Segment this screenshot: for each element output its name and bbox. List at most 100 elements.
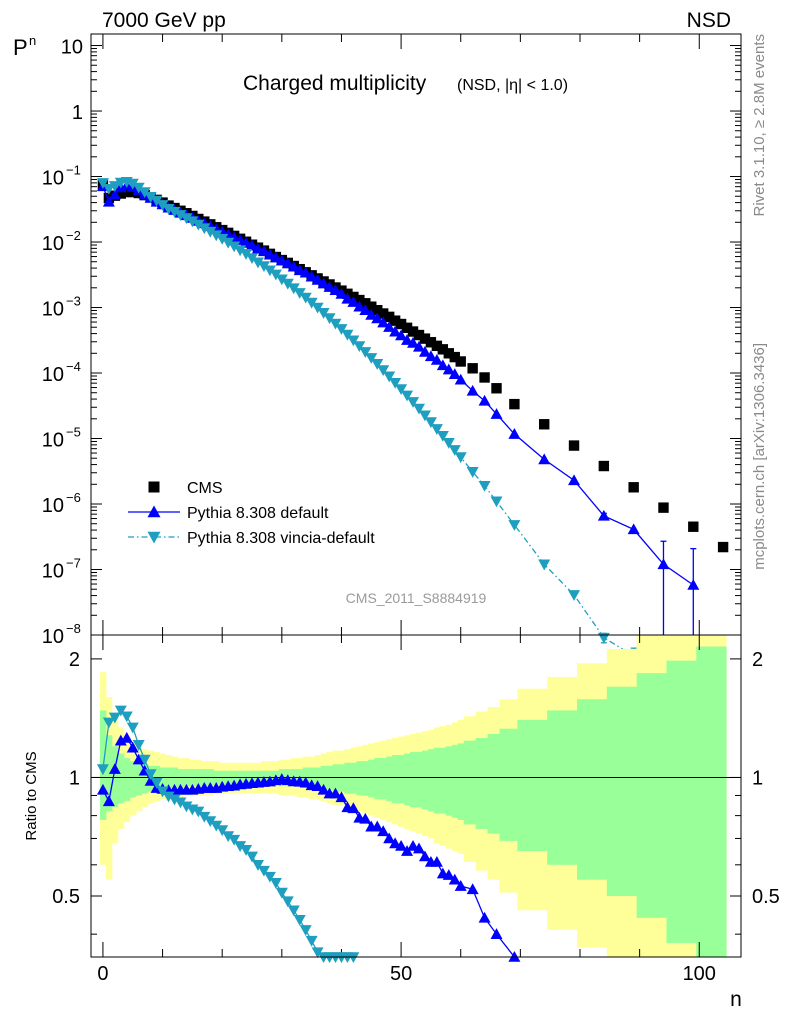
ratio-data-point	[329, 787, 342, 799]
data-point	[657, 558, 670, 570]
uncertainty-band-inner	[666, 660, 697, 943]
data-point	[168, 206, 181, 218]
data-point	[687, 578, 700, 590]
ratio-data-point	[144, 769, 157, 781]
uncertainty-band-inner	[362, 761, 369, 796]
uncertainty-band-inner	[177, 769, 184, 789]
uncertainty-band-inner	[439, 747, 447, 814]
rivet-label: Rivet 3.1.10, ≥ 2.8M events	[751, 34, 768, 217]
uncertainty-band-inner	[547, 710, 578, 865]
data-point	[424, 350, 437, 362]
ratio-y-tick-label-right: 2	[752, 649, 763, 671]
data-point	[412, 340, 425, 352]
ratio-data-point	[454, 880, 467, 891]
data-point	[366, 301, 377, 312]
data-point	[246, 253, 259, 265]
data-point	[568, 590, 581, 601]
ratio-data-point	[418, 850, 431, 862]
data-point	[395, 384, 408, 396]
y-tick-label-exponent: −5	[66, 425, 81, 440]
ratio-data-point	[240, 845, 253, 856]
ratio-data-point	[96, 764, 109, 776]
data-point	[491, 383, 502, 394]
data-point	[102, 183, 115, 195]
data-point	[419, 333, 431, 344]
legend-entry: CMS	[187, 480, 223, 497]
data-point	[180, 213, 193, 225]
data-point	[281, 257, 294, 269]
data-point	[401, 322, 413, 334]
uncertainty-band-inner	[433, 747, 441, 814]
ratio-data-point	[156, 786, 169, 798]
ratio-y-tick-label: 1	[69, 767, 80, 789]
y-tick-label: 10	[42, 561, 64, 583]
y-axis-label: P	[13, 35, 28, 60]
uncertainty-band-inner	[123, 758, 131, 802]
ratio-data-point	[317, 783, 330, 795]
y-tick-label: 10	[42, 299, 64, 321]
ratio-data-point	[198, 811, 211, 823]
y-tick-label: 10	[42, 430, 64, 452]
data-point	[418, 345, 431, 357]
data-point	[437, 344, 449, 355]
data-point	[448, 368, 461, 379]
data-point	[538, 559, 551, 571]
data-point	[108, 188, 121, 200]
y-tick-label: 1	[72, 102, 83, 124]
ratio-data-point	[335, 791, 348, 803]
ratio-data-point	[120, 711, 133, 723]
uncertainty-band-inner	[421, 750, 429, 810]
ratio-data-point	[275, 887, 288, 899]
data-point	[354, 294, 365, 306]
data-point	[240, 249, 253, 260]
x-tick-label: 100	[683, 963, 716, 985]
uncertainty-band-inner	[636, 673, 667, 918]
data-point	[598, 460, 610, 472]
data-point	[431, 340, 443, 352]
ratio-data-point	[287, 905, 300, 917]
header-right: NSD	[687, 9, 731, 32]
data-point	[688, 521, 699, 532]
header-left: 7000 GeV pp	[102, 9, 226, 32]
data-point	[425, 337, 437, 348]
data-point	[371, 359, 384, 370]
uncertainty-band-inner	[404, 753, 411, 806]
data-point	[299, 292, 312, 304]
data-point	[287, 283, 300, 295]
data-point	[389, 325, 402, 337]
data-point	[568, 440, 580, 451]
ratio-data-point	[174, 797, 187, 809]
data-point	[359, 304, 372, 316]
data-point	[210, 230, 223, 242]
ratio-data-point	[251, 860, 264, 871]
data-point	[335, 324, 348, 335]
data-point	[127, 186, 138, 198]
data-point	[275, 254, 288, 266]
uncertainty-band-inner	[368, 759, 375, 798]
uncertainty-band-inner	[517, 719, 548, 852]
uncertainty-band-inner	[135, 762, 143, 796]
y-tick-label-exponent: −8	[66, 621, 81, 636]
ratio-data-point	[311, 947, 324, 959]
analysis-label: CMS_2011_S8884919	[346, 590, 487, 606]
data-point	[443, 348, 454, 359]
uncertainty-band-inner	[487, 733, 500, 834]
mcplots-label: mcplots.cern.ch [arXiv:1306.3436]	[751, 343, 768, 570]
legend-marker	[147, 531, 161, 544]
data-point	[371, 312, 384, 324]
uncertainty-band-inner	[457, 743, 465, 820]
data-point	[627, 523, 640, 535]
data-point	[377, 316, 390, 328]
data-point	[251, 257, 264, 269]
y-tick-label-exponent: −7	[66, 556, 81, 571]
x-tick-label: 50	[390, 963, 412, 985]
data-point	[383, 371, 396, 383]
ratio-y-tick-label: 2	[69, 649, 80, 671]
data-point	[628, 482, 639, 493]
ratio-data-point	[401, 845, 414, 856]
data-point	[539, 419, 550, 430]
ratio-data-point	[102, 795, 115, 807]
y-tick-label: 10	[42, 168, 64, 190]
uncertainty-band-inner	[445, 746, 453, 816]
